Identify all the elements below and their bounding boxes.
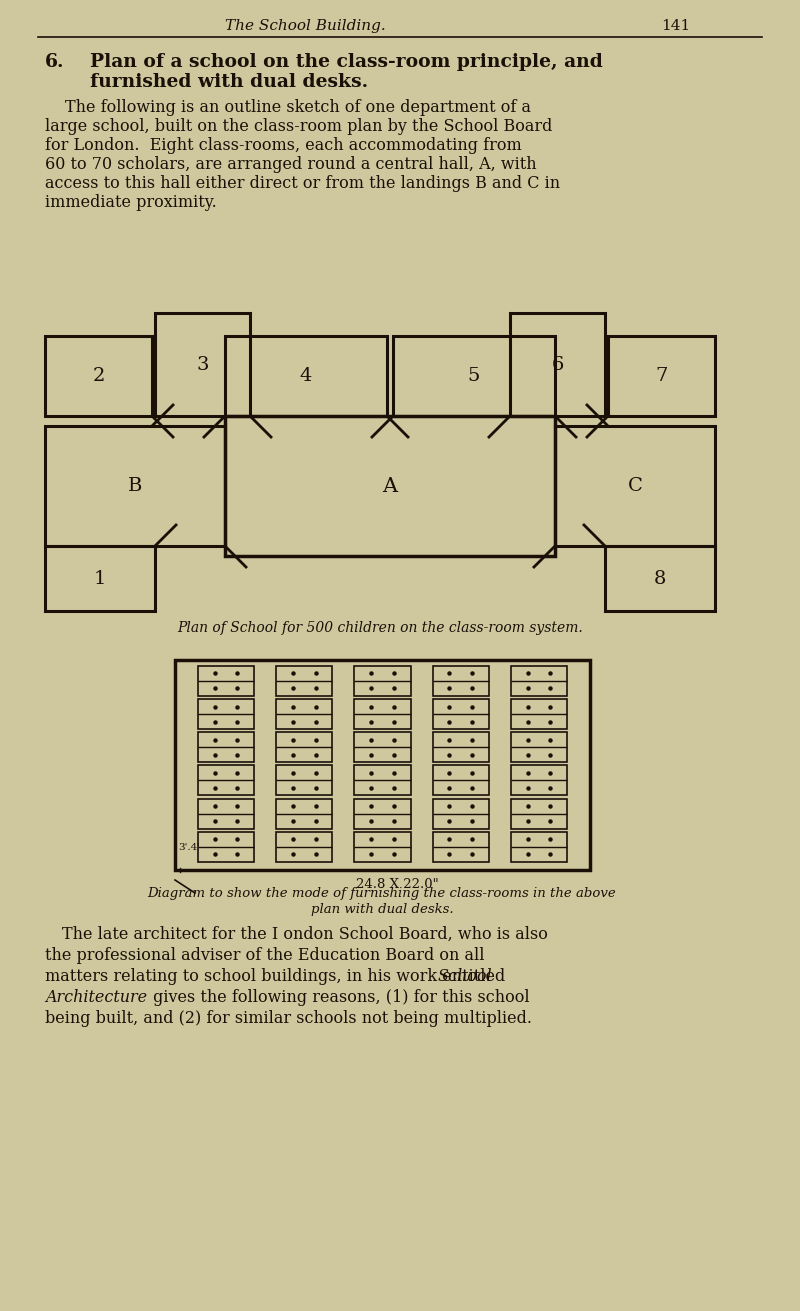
Text: immediate proximity.: immediate proximity. (45, 194, 217, 211)
Text: 141: 141 (661, 18, 690, 33)
Bar (45, 336, 152, 416)
Text: 3: 3 (196, 355, 209, 374)
Text: 5: 5 (468, 367, 480, 385)
Bar (510, 733, 567, 762)
Bar (198, 666, 254, 696)
Bar (354, 666, 410, 696)
Bar (225, 336, 387, 416)
Bar (354, 733, 410, 762)
Text: The School Building.: The School Building. (225, 18, 386, 33)
Bar (354, 766, 410, 796)
Bar (198, 832, 254, 861)
Bar (225, 416, 555, 556)
Text: 6.: 6. (45, 52, 65, 71)
Bar (276, 798, 333, 829)
Text: The late architect for the I ondon School Board, who is also: The late architect for the I ondon Schoo… (62, 926, 548, 943)
Bar (354, 832, 410, 861)
Bar (276, 699, 333, 729)
Text: being built, and (2) for similar schools not being multiplied.: being built, and (2) for similar schools… (45, 1009, 532, 1027)
Text: 1: 1 (94, 569, 106, 587)
Bar (354, 798, 410, 829)
Bar (433, 832, 489, 861)
Text: School: School (438, 968, 493, 985)
Text: for London.  Eight class-rooms, each accommodating from: for London. Eight class-rooms, each acco… (45, 138, 522, 153)
Text: Plan of a school on the class-room principle, and: Plan of a school on the class-room princ… (90, 52, 603, 71)
Bar (276, 733, 333, 762)
Text: the professional adviser of the Education Board on all: the professional adviser of the Educatio… (45, 947, 485, 964)
Text: 8: 8 (654, 569, 666, 587)
Bar (276, 666, 333, 696)
Text: Diagram to show the mode of furnishing the class-rooms in the above: Diagram to show the mode of furnishing t… (148, 888, 616, 899)
Text: 7: 7 (655, 367, 668, 385)
Bar (354, 699, 410, 729)
Bar (393, 336, 555, 416)
Bar (510, 313, 605, 416)
Text: 24.8 X 22.0": 24.8 X 22.0" (356, 878, 438, 891)
Text: gives the following reasons, (1) for this school: gives the following reasons, (1) for thi… (148, 988, 530, 1006)
Bar (510, 699, 567, 729)
Text: 4: 4 (300, 367, 312, 385)
Text: 3'.4': 3'.4' (178, 843, 200, 852)
Bar (433, 798, 489, 829)
Bar (198, 733, 254, 762)
Bar (198, 766, 254, 796)
Text: 2: 2 (92, 367, 105, 385)
Text: B: B (128, 477, 142, 496)
Bar (510, 832, 567, 861)
Text: Plan of School for 500 children on the class-room system.: Plan of School for 500 children on the c… (177, 621, 583, 635)
Bar (276, 766, 333, 796)
Bar (433, 766, 489, 796)
Text: plan with dual desks.: plan with dual desks. (310, 903, 454, 916)
Text: The following is an outline sketch of one department of a: The following is an outline sketch of on… (65, 100, 531, 115)
Bar (510, 666, 567, 696)
Bar (433, 666, 489, 696)
Bar (433, 699, 489, 729)
Bar (510, 766, 567, 796)
Text: C: C (627, 477, 642, 496)
Bar (175, 659, 590, 871)
Bar (155, 313, 250, 416)
Text: matters relating to school buildings, in his work entitled: matters relating to school buildings, in… (45, 968, 510, 985)
Bar (433, 733, 489, 762)
Text: large school, built on the class-room plan by the School Board: large school, built on the class-room pl… (45, 118, 552, 135)
Bar (510, 798, 567, 829)
Text: 60 to 70 scholars, are arranged round a central hall, A, with: 60 to 70 scholars, are arranged round a … (45, 156, 537, 173)
Text: access to this hall either direct or from the landings B and C in: access to this hall either direct or fro… (45, 174, 560, 191)
Bar (45, 545, 155, 611)
Bar (605, 545, 715, 611)
Bar (555, 426, 715, 545)
Bar (198, 699, 254, 729)
Text: 6: 6 (551, 355, 564, 374)
Text: A: A (382, 476, 398, 496)
Bar (198, 798, 254, 829)
Text: Architecture: Architecture (45, 988, 147, 1006)
Text: furnished with dual desks.: furnished with dual desks. (90, 73, 368, 90)
Bar (608, 336, 715, 416)
Bar (45, 426, 225, 545)
Bar (276, 832, 333, 861)
